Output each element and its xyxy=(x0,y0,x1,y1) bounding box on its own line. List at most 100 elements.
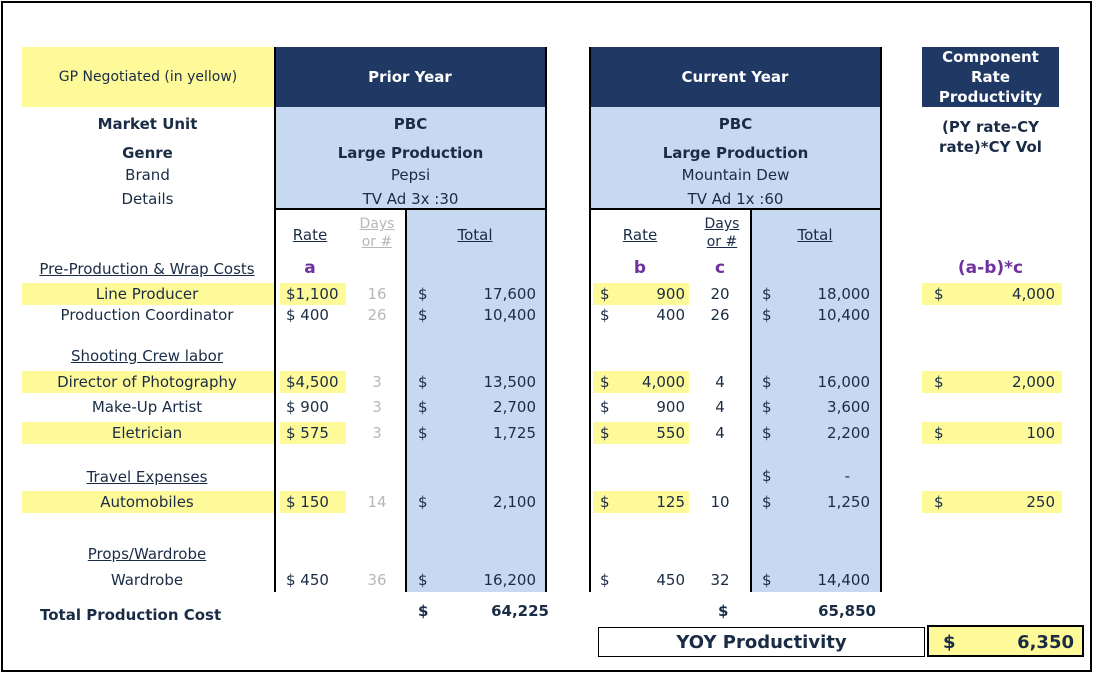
cy-total: 1,250 xyxy=(827,493,870,511)
gp-negotiated-label: GP Negotiated (in yellow) xyxy=(22,47,274,107)
letter-b: b xyxy=(633,258,647,278)
prod-value: 250 xyxy=(1026,493,1055,511)
prior-genre: Large Production xyxy=(337,144,484,162)
py-days: 3 xyxy=(372,373,382,391)
current-brand: Mountain Dew xyxy=(681,166,790,184)
cy-rate: 4,000 xyxy=(642,373,685,391)
section-shooting-crew: Shooting Crew labor xyxy=(70,347,224,365)
cy-rate: 400 xyxy=(656,306,685,324)
cy-total: 14,400 xyxy=(817,571,871,589)
py-total-dollar: $ xyxy=(418,373,428,391)
cy-rate-dollar: $ xyxy=(600,306,610,324)
prod-dollar: $ xyxy=(934,424,944,442)
prod-highlight xyxy=(922,491,1062,513)
cy-rate-highlight xyxy=(593,422,689,444)
component-line3: Productivity xyxy=(938,88,1043,106)
cy-total-dollar: $ xyxy=(762,467,772,485)
cy-total-value: 65,850 xyxy=(818,602,876,620)
cy-rate-dollar: $ xyxy=(600,571,610,589)
current-market-unit: PBC xyxy=(718,115,753,133)
details-label: Details xyxy=(121,190,174,208)
section-travel: Travel Expenses xyxy=(86,468,208,486)
prior-year-header: Prior Year xyxy=(274,47,546,107)
py-rate: $ 150 xyxy=(286,493,329,511)
cy-days: 26 xyxy=(710,306,730,324)
py-total-dollar: $ xyxy=(418,424,428,442)
cy-rate: 125 xyxy=(656,493,685,511)
current-meta-bg xyxy=(590,107,881,209)
prior-brand: Pepsi xyxy=(390,166,431,184)
py-total-dollar: $ xyxy=(418,398,428,416)
cy-total-dollar: $ xyxy=(762,571,772,589)
cy-days-header: Days or # xyxy=(697,215,747,251)
py-rate: $1,100 xyxy=(286,285,339,303)
cy-rate: 450 xyxy=(656,571,685,589)
yoy-value: 6,350 xyxy=(1017,632,1074,653)
cy-total: 18,000 xyxy=(817,285,871,303)
prod-highlight xyxy=(922,283,1062,305)
prod-dollar: $ xyxy=(934,285,944,303)
letter-a: a xyxy=(304,258,316,278)
row-label: Line Producer xyxy=(95,285,199,303)
py-total-dollar: $ xyxy=(418,602,429,620)
yoy-label: YOY Productivity xyxy=(598,627,925,657)
cy-days: 4 xyxy=(715,398,725,416)
py-rate-highlight xyxy=(280,371,346,393)
prod-highlight xyxy=(922,371,1062,393)
row-label: Production Coordinator xyxy=(60,306,234,324)
cy-total-dollar: $ xyxy=(762,306,772,324)
prod-dollar: $ xyxy=(934,493,944,511)
py-rate: $ 900 xyxy=(286,398,329,416)
letter-c: c xyxy=(714,258,726,278)
py-total-dollar: $ xyxy=(418,571,428,589)
component-line2: Rate xyxy=(970,68,1011,86)
py-total-header: Total xyxy=(457,226,493,244)
py-total-value: 64,225 xyxy=(491,602,549,620)
yoy-dollar: $ xyxy=(943,632,956,653)
py-total: 1,725 xyxy=(493,424,536,442)
cy-total: 3,600 xyxy=(827,398,870,416)
cy-rate-highlight xyxy=(593,371,689,393)
py-days-header-1: Days xyxy=(359,216,395,232)
cy-rate-dollar: $ xyxy=(600,424,610,442)
prod-highlight xyxy=(922,422,1062,444)
py-total-dollar: $ xyxy=(418,306,428,324)
current-genre: Large Production xyxy=(662,144,809,162)
cy-rate-dollar: $ xyxy=(600,285,610,303)
formula-line2: rate)*CY Vol xyxy=(939,138,1042,156)
py-rate-header: Rate xyxy=(292,226,328,244)
cy-total-dollar: $ xyxy=(762,373,772,391)
py-total-dollar: $ xyxy=(418,285,428,303)
cy-days: 20 xyxy=(710,285,730,303)
cy-rate: 550 xyxy=(656,424,685,442)
cy-total-dollar: $ xyxy=(762,398,772,416)
row-label: Make-Up Artist xyxy=(91,398,203,416)
cy-days-header-2: or # xyxy=(706,234,738,250)
cy-days-header-1: Days xyxy=(704,216,740,232)
py-total: 2,100 xyxy=(493,493,536,511)
prod-value: 4,000 xyxy=(1012,285,1055,303)
py-days: 3 xyxy=(372,424,382,442)
cy-rate-dollar: $ xyxy=(600,373,610,391)
row-label-highlight xyxy=(22,371,274,393)
row-label-highlight xyxy=(22,422,274,444)
brand-label: Brand xyxy=(125,166,170,184)
cy-rate-dollar: $ xyxy=(600,398,610,416)
yoy-value-box: $ 6,350 xyxy=(927,625,1084,657)
cy-total-dollar: $ xyxy=(762,493,772,511)
py-rate-highlight xyxy=(280,283,346,305)
py-days-header: Days or # xyxy=(352,215,402,251)
py-total-dollar: $ xyxy=(418,493,428,511)
cy-rate-highlight xyxy=(593,491,689,513)
current-total-bg xyxy=(752,209,881,592)
cy-total: 16,000 xyxy=(817,373,871,391)
row-label: Director of Photography xyxy=(57,373,237,391)
cy-rate-header: Rate xyxy=(622,226,658,244)
market-unit-label: Market Unit xyxy=(97,115,198,133)
section-pre-production: Pre-Production & Wrap Costs xyxy=(39,260,255,278)
py-rate: $ 575 xyxy=(286,424,329,442)
genre-label: Genre xyxy=(122,144,173,162)
prior-details: TV Ad 3x :30 xyxy=(362,190,459,208)
py-days: 26 xyxy=(367,306,387,324)
